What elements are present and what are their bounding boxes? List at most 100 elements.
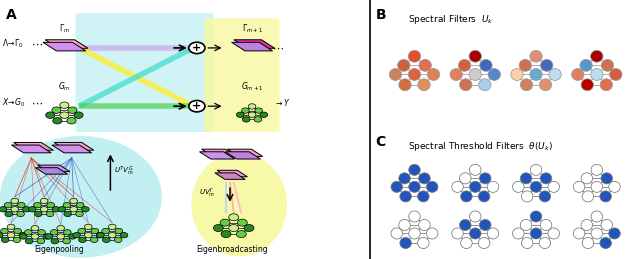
Polygon shape <box>54 142 94 150</box>
Circle shape <box>601 219 612 231</box>
Circle shape <box>43 234 51 239</box>
Circle shape <box>572 69 584 80</box>
Circle shape <box>540 79 552 91</box>
Circle shape <box>64 211 72 217</box>
Circle shape <box>470 228 481 239</box>
Circle shape <box>480 60 492 71</box>
Circle shape <box>591 228 602 239</box>
Circle shape <box>522 238 533 249</box>
Circle shape <box>458 60 471 71</box>
Circle shape <box>68 107 77 113</box>
Circle shape <box>419 173 430 184</box>
Circle shape <box>531 211 542 222</box>
Circle shape <box>52 207 60 212</box>
Circle shape <box>461 238 472 249</box>
Circle shape <box>17 211 24 217</box>
Circle shape <box>452 228 463 239</box>
Circle shape <box>391 228 403 239</box>
Circle shape <box>581 79 593 91</box>
Circle shape <box>68 234 76 239</box>
Circle shape <box>84 233 92 238</box>
Text: $G_m$: $G_m$ <box>58 81 71 93</box>
Circle shape <box>108 224 116 229</box>
Text: $X\!\rightarrow\!G_0$: $X\!\rightarrow\!G_0$ <box>2 96 26 109</box>
Circle shape <box>531 181 542 192</box>
Circle shape <box>22 207 30 212</box>
Circle shape <box>243 117 250 122</box>
Circle shape <box>84 224 92 229</box>
Circle shape <box>399 79 411 91</box>
Circle shape <box>591 164 602 175</box>
Circle shape <box>428 69 440 80</box>
Text: $\Gamma_{m+1}$: $\Gamma_{m+1}$ <box>241 22 262 35</box>
Circle shape <box>0 233 3 238</box>
Circle shape <box>573 181 585 192</box>
Polygon shape <box>217 170 248 177</box>
Circle shape <box>460 173 471 184</box>
Circle shape <box>541 60 553 71</box>
Circle shape <box>57 226 65 231</box>
Circle shape <box>610 69 622 80</box>
Circle shape <box>479 79 491 91</box>
Circle shape <box>45 112 55 118</box>
Circle shape <box>81 207 89 212</box>
Circle shape <box>79 237 86 242</box>
Circle shape <box>35 211 42 217</box>
Text: $\Gamma_m$: $\Gamma_m$ <box>59 22 70 35</box>
Circle shape <box>221 231 231 238</box>
Polygon shape <box>38 165 70 171</box>
Circle shape <box>520 219 532 231</box>
Circle shape <box>539 238 550 249</box>
Circle shape <box>591 50 603 62</box>
Circle shape <box>244 225 254 232</box>
Circle shape <box>52 107 61 113</box>
Circle shape <box>408 50 420 62</box>
Circle shape <box>540 173 552 184</box>
Circle shape <box>97 233 104 238</box>
Circle shape <box>389 69 402 80</box>
Circle shape <box>600 191 611 202</box>
Circle shape <box>539 191 550 202</box>
Circle shape <box>460 219 471 231</box>
Text: +: + <box>192 43 202 53</box>
Text: B: B <box>375 8 386 22</box>
Circle shape <box>242 108 250 113</box>
Ellipse shape <box>191 153 287 256</box>
Circle shape <box>70 207 77 212</box>
Circle shape <box>469 50 481 62</box>
Polygon shape <box>45 40 88 48</box>
Circle shape <box>478 238 490 249</box>
Circle shape <box>40 198 48 204</box>
Circle shape <box>601 173 612 184</box>
Text: $U^TV^G_m$: $U^TV^G_m$ <box>114 164 134 178</box>
Circle shape <box>519 60 531 71</box>
Circle shape <box>11 207 19 212</box>
Circle shape <box>236 112 244 117</box>
Circle shape <box>115 228 123 234</box>
Circle shape <box>76 203 84 208</box>
Ellipse shape <box>0 136 162 258</box>
Circle shape <box>409 211 420 222</box>
Circle shape <box>108 233 116 238</box>
Circle shape <box>67 118 76 124</box>
Circle shape <box>409 228 420 239</box>
Circle shape <box>580 60 592 71</box>
Circle shape <box>91 228 99 234</box>
Circle shape <box>511 69 523 80</box>
Polygon shape <box>12 145 51 153</box>
Circle shape <box>488 69 500 80</box>
Polygon shape <box>232 42 273 51</box>
Circle shape <box>400 191 412 202</box>
Circle shape <box>582 191 594 202</box>
Circle shape <box>60 102 69 109</box>
Circle shape <box>29 207 36 212</box>
Circle shape <box>90 237 98 242</box>
Polygon shape <box>43 42 86 51</box>
Circle shape <box>213 225 223 232</box>
Polygon shape <box>234 40 275 48</box>
Circle shape <box>530 50 542 62</box>
Circle shape <box>397 60 410 71</box>
Text: $\cdots$: $\cdots$ <box>31 97 43 107</box>
Text: $\cdots$: $\cdots$ <box>273 43 284 53</box>
Circle shape <box>248 104 256 109</box>
